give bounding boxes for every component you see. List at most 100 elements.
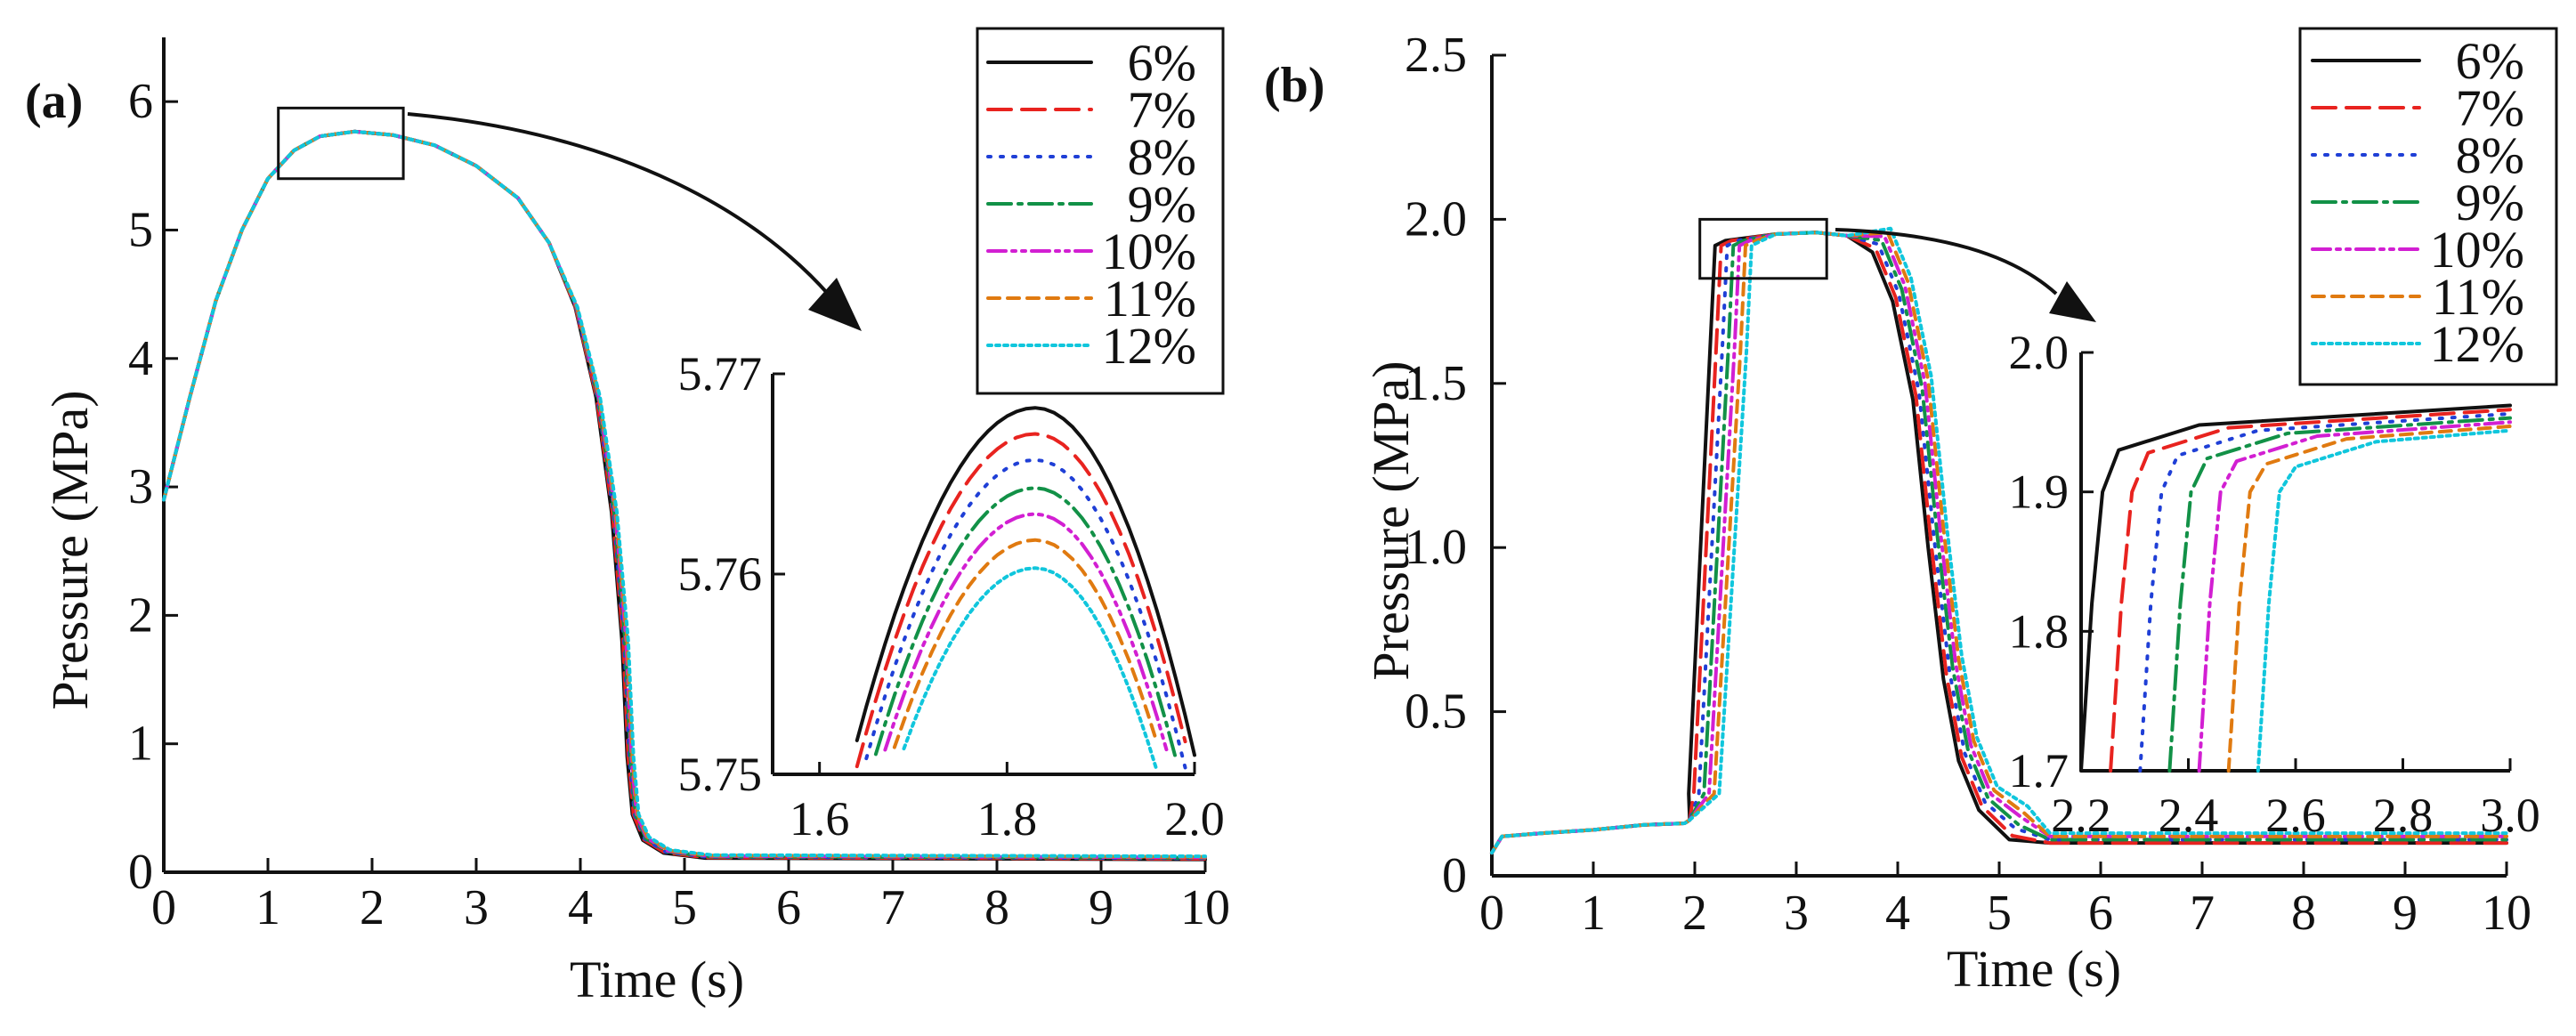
- panel-b-inset: 1.7 1.8 1.9 2.0 2.2 2.4 2.6 2.8 3.0: [2009, 326, 2540, 842]
- panel-a-x-tick-label: 5: [672, 880, 697, 935]
- panel-b-zoom-arrow: [1835, 228, 2058, 295]
- panel-b-inset-series-11pct: [2226, 425, 2512, 773]
- panel-a-inset-series-9pct: [873, 486, 1178, 760]
- panel-a-x-tick-label: 8: [984, 880, 1009, 935]
- panel-a-x-tick-label: 2: [360, 880, 385, 935]
- panel-a-inset-y-tick-label: 5.76: [678, 547, 763, 601]
- panel-a-inset-x-tick-label: 2.0: [1164, 792, 1225, 846]
- panel-b-x-tick-label: 5: [1987, 886, 2012, 941]
- panel-a-legend-box: [976, 27, 1225, 395]
- legend-label-10pct: 10%: [1102, 223, 1196, 280]
- panel-a-inset-x-tick-labels: 1.6 1.8 2.0: [790, 792, 1225, 846]
- panel-a-zoom-rect: [277, 106, 405, 181]
- panel-a-x-tick-label: 6: [776, 880, 801, 935]
- panel-b-legend-box: [2298, 27, 2558, 386]
- legend-label-7pct: 7%: [2456, 79, 2524, 137]
- panel-b-axes: [1490, 53, 2508, 878]
- panel-b-y-tick-label: 2.5: [1405, 28, 1467, 83]
- panel-b-inset-series-12pct: [2256, 428, 2512, 773]
- legend-label-6pct: 6%: [2456, 32, 2524, 90]
- panel-b-inset-series-6pct: [2079, 403, 2512, 773]
- panel-a-x-tick-label: 4: [568, 880, 593, 935]
- panel-b-zoom-rect: [1698, 217, 1828, 280]
- panel-b-x-tick-label: 7: [2190, 886, 2215, 941]
- legend-label-9pct: 9%: [1128, 175, 1196, 233]
- panel-a-x-tick-label: 7: [880, 880, 905, 935]
- panel-a-y-tick-label: 4: [128, 331, 153, 386]
- panel-b-y-tick-label: 2.0: [1405, 191, 1467, 247]
- panel-a-inset-x-tick-label: 1.6: [790, 792, 850, 846]
- panel-b-zoom-arrowhead: [2049, 281, 2096, 322]
- panel-a-inset-y-tick-label: 5.77: [678, 347, 763, 401]
- panel-b-x-tick-labels: 0 1 2 3 4 5 6 7 8 9 10: [1479, 886, 2531, 941]
- legend-label-12pct: 12%: [1102, 317, 1196, 375]
- panel-a-inset-series-lines: [855, 406, 1196, 773]
- panel-b-chart: (b) 0 0.5 1.0 1.5 2.0 2.5 0 1 2 3 4 5 6 7 8 9 10 Time (…: [1264, 27, 2558, 998]
- panel-b-inset-series-9pct: [2167, 416, 2512, 773]
- panel-a-y-tick-label: 0: [128, 845, 153, 900]
- panel-a-x-tick-label: 1: [255, 880, 280, 935]
- legend-label-12pct: 12%: [2430, 315, 2524, 373]
- panel-a-y-tick-label: 3: [128, 459, 153, 514]
- panel-a-x-tick-label: 0: [151, 880, 176, 935]
- panel-a-inset-series-12pct: [902, 566, 1159, 773]
- legend-label-11pct: 11%: [1104, 270, 1196, 328]
- legend-label-6pct: 6%: [1128, 34, 1196, 92]
- panel-a-label: (a): [25, 74, 83, 129]
- panel-b-x-tick-label: 4: [1885, 886, 1910, 941]
- panel-a-zoom-arrowhead: [808, 278, 862, 331]
- panel-b-zoom-box: [1698, 217, 1828, 280]
- panel-b-series-lines: [1490, 226, 2508, 855]
- panel-a-zoom-box: [277, 106, 405, 181]
- panel-b-inset-x-tick-label: 3.0: [2480, 789, 2540, 842]
- panel-a-axes: [162, 37, 1207, 874]
- panel-a-y-tick-labels: 0 1 2 3 4 5 6: [128, 74, 153, 900]
- panel-a-zoom-arrow: [407, 112, 830, 295]
- panel-b-x-tick-label: 8: [2291, 886, 2316, 941]
- panel-b-y-axis-title: Pressure (MPa): [1362, 360, 1420, 680]
- panel-b-inset-y-tick-label: 1.9: [2009, 465, 2070, 519]
- panel-b-x-tick-label: 1: [1581, 886, 1606, 941]
- panel-a-x-tick-label: 3: [464, 880, 489, 935]
- panel-b-inset-series-10pct: [2197, 420, 2512, 773]
- panel-b-y-tick-label: 0: [1442, 848, 1467, 903]
- panel-a-series-12pct: [162, 129, 1207, 859]
- legend-label-7pct: 7%: [1128, 81, 1196, 139]
- panel-a-inset-series-10pct: [883, 512, 1169, 752]
- panel-a-series-lines: [162, 129, 1207, 862]
- panel-b-inset-series-8pct: [2138, 411, 2512, 773]
- panel-a-x-tick-labels: 0 1 2 3 4 5 6 7 8 9 10: [151, 880, 1230, 935]
- panel-b-x-tick-label: 3: [1784, 886, 1809, 941]
- panel-b-x-tick-label: 6: [2088, 886, 2113, 941]
- legend-label-9pct: 9%: [2456, 174, 2524, 231]
- panel-a-inset-y-tick-labels: 5.75 5.76 5.77: [678, 347, 763, 801]
- panel-a-chart: (a) 0 1 2 3 4 5 6 0 1 2 3 4 5 6 7 8 9 10 Time (s) Pressu…: [25, 27, 1230, 1008]
- panel-b-inset-x-tick-label: 2.8: [2373, 789, 2434, 842]
- panel-b-inset-series-lines: [2079, 403, 2512, 773]
- panel-b-inset-y-tick-label: 1.8: [2009, 604, 2070, 658]
- panel-b-inset-x-tick-labels: 2.2 2.4 2.6 2.8 3.0: [2051, 789, 2540, 842]
- legend-label-8pct: 8%: [2456, 126, 2524, 184]
- panel-a-y-tick-label: 6: [128, 74, 153, 129]
- panel-b-inset-y-tick-labels: 1.7 1.8 1.9 2.0: [2009, 326, 2070, 797]
- panel-b-inset-y-tick-label: 2.0: [2009, 326, 2070, 379]
- panel-b-inset-series-7pct: [2109, 408, 2512, 773]
- panel-b-inset-x-tick-label: 2.2: [2051, 789, 2111, 842]
- panel-a-y-axis-title: Pressure (MPa): [41, 390, 99, 709]
- panel-b-series-12pct: [1490, 226, 2508, 855]
- panel-a-y-tick-label: 2: [128, 587, 153, 643]
- panel-a-x-tick-label: 9: [1089, 880, 1114, 935]
- panel-b-legend: 6%7%8%9%10%11%12%: [2298, 27, 2558, 386]
- panel-b-x-tick-label: 0: [1479, 886, 1504, 941]
- panel-a-inset-y-tick-label: 5.75: [678, 748, 763, 801]
- panel-b-label: (b): [1264, 58, 1324, 113]
- panel-a-inset: 5.75 5.76 5.77 1.6 1.8 2.0: [678, 347, 1225, 846]
- panel-a-y-tick-label: 1: [128, 716, 153, 772]
- panel-b-x-tick-label: 10: [2482, 886, 2531, 941]
- panel-b-inset-x-tick-label: 2.4: [2159, 789, 2219, 842]
- panel-b-y-tick-labels: 0 0.5 1.0 1.5 2.0 2.5: [1405, 28, 1467, 903]
- panel-b-y-tick-label: 0.5: [1405, 684, 1467, 740]
- panel-b-x-tick-label: 2: [1682, 886, 1707, 941]
- panel-a-x-tick-label: 10: [1180, 880, 1230, 935]
